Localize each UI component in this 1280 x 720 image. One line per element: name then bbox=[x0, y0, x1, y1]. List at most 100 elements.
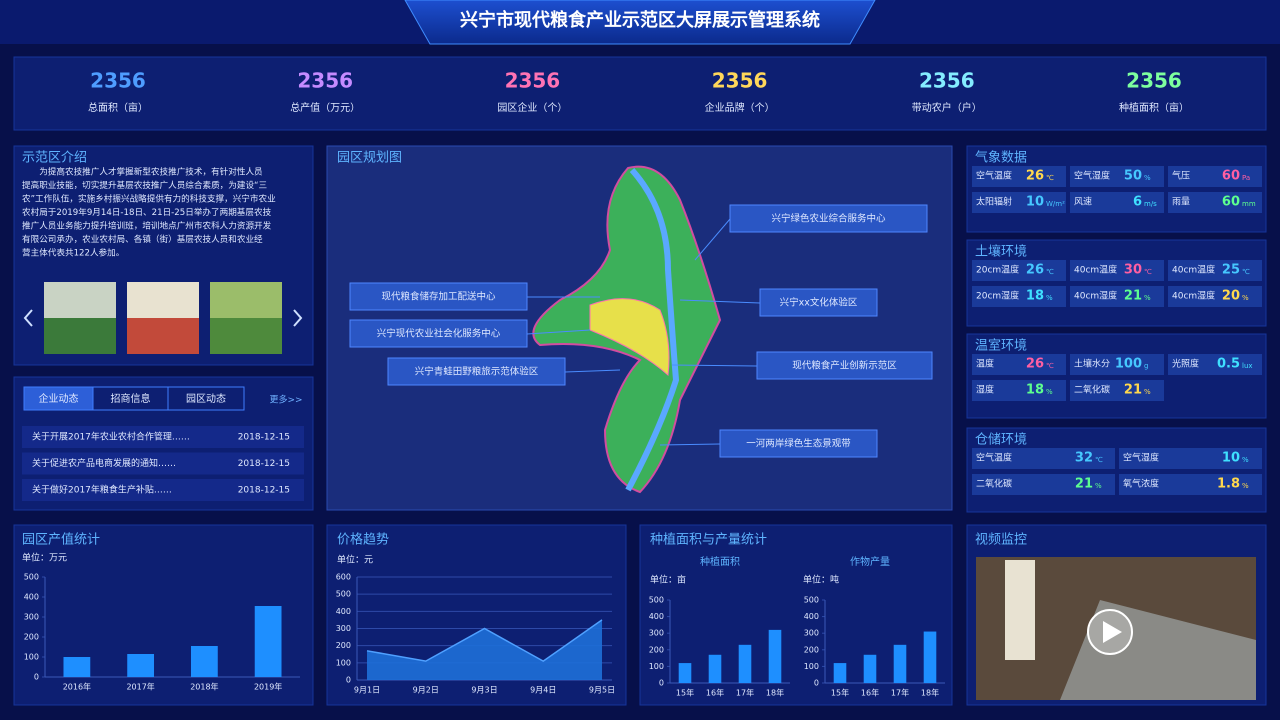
y-tick-label: 600 bbox=[336, 573, 351, 582]
map-leader bbox=[526, 329, 591, 335]
y-tick-label: 0 bbox=[814, 679, 819, 688]
env-value: 21 bbox=[1075, 477, 1093, 492]
env-cell bbox=[1168, 286, 1262, 307]
env-value: 1.8 bbox=[1217, 477, 1240, 492]
intro-line: 营主体代表共122人参加。 bbox=[22, 247, 124, 259]
env-unit: % bbox=[1242, 482, 1249, 490]
news-date: 2018-12-15 bbox=[238, 433, 290, 443]
news-title: 关于促进农产品电商发展的通知…… bbox=[32, 457, 176, 469]
env-cell bbox=[972, 260, 1066, 281]
env-label: 空气温度 bbox=[976, 170, 1012, 182]
news-tab[interactable] bbox=[167, 386, 245, 411]
bar bbox=[190, 646, 218, 677]
panel-title: 仓储环境 bbox=[975, 433, 1027, 448]
map-label-box bbox=[729, 204, 928, 233]
env-value: 0.5 bbox=[1217, 357, 1240, 372]
bar bbox=[63, 657, 91, 677]
header-plate bbox=[404, 0, 876, 45]
env-cell bbox=[1070, 286, 1164, 307]
env-unit: W/m² bbox=[1046, 200, 1065, 208]
news-tab-label[interactable]: 园区动态 bbox=[186, 392, 226, 405]
y-tick-label: 400 bbox=[336, 607, 351, 616]
env-value: 18 bbox=[1026, 383, 1044, 398]
env-value: 10 bbox=[1026, 195, 1044, 210]
intro-photo-detail bbox=[44, 318, 116, 354]
env-unit: lux bbox=[1242, 362, 1253, 370]
panel-title: 园区规划图 bbox=[337, 151, 402, 166]
env-cell bbox=[972, 166, 1066, 187]
map-label-box bbox=[756, 351, 933, 380]
env-value: 10 bbox=[1222, 451, 1240, 466]
env-label: 风速 bbox=[1074, 197, 1092, 208]
x-tick-label: 17年 bbox=[891, 688, 909, 698]
intro-line: 农”工作队伍，实施乡村振兴战略提供有力的科技支撑，兴宁市农业 bbox=[22, 193, 276, 205]
env-label: 雨量 bbox=[1172, 197, 1190, 208]
env-value: 60 bbox=[1222, 195, 1240, 210]
news-tab-label[interactable]: 企业动态 bbox=[39, 392, 79, 405]
env-label: 20cm湿度 bbox=[976, 290, 1019, 302]
y-tick-label: 100 bbox=[24, 653, 39, 662]
stat-label: 企业品牌（个） bbox=[705, 101, 775, 114]
env-cell bbox=[972, 448, 1115, 469]
bar bbox=[833, 663, 847, 683]
map-river bbox=[625, 167, 680, 492]
news-tab-label[interactable]: 招商信息 bbox=[111, 392, 151, 405]
bar bbox=[768, 629, 782, 683]
intro-line: 农村局于2019年9月14日-18日、21日-25日举办了两期基层农技 bbox=[22, 206, 272, 218]
bar bbox=[127, 654, 155, 677]
carousel-prev[interactable] bbox=[23, 309, 33, 327]
stat-label: 园区企业（个） bbox=[497, 101, 567, 114]
intro-line: 有限公司承办，农业农村局、各镇（街）基层农技人员和农业经 bbox=[22, 233, 263, 245]
intro-line: 为提高农技推广人才掌握新型农技推广技术，有针对性人员 bbox=[22, 166, 263, 178]
y-tick-label: 500 bbox=[24, 573, 39, 582]
y-tick-label: 100 bbox=[804, 662, 819, 671]
map-leader bbox=[679, 299, 761, 304]
y-tick-label: 300 bbox=[24, 613, 39, 622]
env-value: 25 bbox=[1222, 263, 1240, 278]
env-value: 6 bbox=[1133, 195, 1142, 210]
x-tick-label: 15年 bbox=[676, 688, 694, 698]
news-date: 2018-12-15 bbox=[238, 486, 290, 496]
env-label: 氧气浓度 bbox=[1123, 478, 1159, 490]
env-cell bbox=[1168, 166, 1262, 187]
env-cell bbox=[1070, 354, 1164, 375]
stat-value: 2356 bbox=[1126, 69, 1182, 93]
news-row[interactable] bbox=[22, 426, 304, 448]
env-value: 21 bbox=[1124, 383, 1142, 398]
env-unit: % bbox=[1046, 294, 1053, 302]
chart-unit: 单位：元 bbox=[337, 554, 373, 566]
carousel-next[interactable] bbox=[293, 309, 303, 327]
env-unit: % bbox=[1144, 174, 1151, 182]
news-title: 关于做好2017年粮食生产补贴…… bbox=[32, 484, 172, 496]
env-label: 空气温度 bbox=[976, 452, 1012, 464]
map-label: 兴宁青蛙田野粮旅示范体验区 bbox=[415, 366, 539, 378]
chart-subtitle: 种植面积 bbox=[700, 555, 740, 568]
x-tick-label: 9月4日 bbox=[530, 686, 556, 695]
panel-title: 种植面积与产量统计 bbox=[650, 533, 767, 548]
env-unit: % bbox=[1242, 294, 1249, 302]
env-value: 26 bbox=[1026, 263, 1044, 278]
y-tick-label: 200 bbox=[649, 645, 664, 654]
x-tick-label: 18年 bbox=[921, 688, 939, 698]
env-label: 湿度 bbox=[976, 384, 994, 396]
panel-title: 温室环境 bbox=[975, 338, 1027, 354]
env-cell bbox=[972, 192, 1066, 213]
env-unit: % bbox=[1144, 388, 1151, 396]
news-row[interactable] bbox=[22, 452, 304, 475]
area-fill bbox=[367, 619, 602, 680]
env-label: 40cm湿度 bbox=[1172, 290, 1215, 302]
env-cell bbox=[1168, 192, 1262, 213]
news-row[interactable] bbox=[22, 479, 304, 501]
y-tick-label: 300 bbox=[804, 629, 819, 638]
video-play-icon[interactable] bbox=[1103, 621, 1122, 643]
env-unit: ℃ bbox=[1046, 362, 1054, 370]
env-label: 土壤水分 bbox=[1074, 358, 1110, 370]
env-cell bbox=[1070, 260, 1164, 281]
env-unit: % bbox=[1242, 456, 1249, 464]
chart-subtitle: 作物产量 bbox=[850, 555, 890, 568]
news-more[interactable]: 更多>> bbox=[269, 394, 302, 406]
y-tick-label: 100 bbox=[336, 658, 351, 667]
y-tick-label: 500 bbox=[804, 596, 819, 605]
